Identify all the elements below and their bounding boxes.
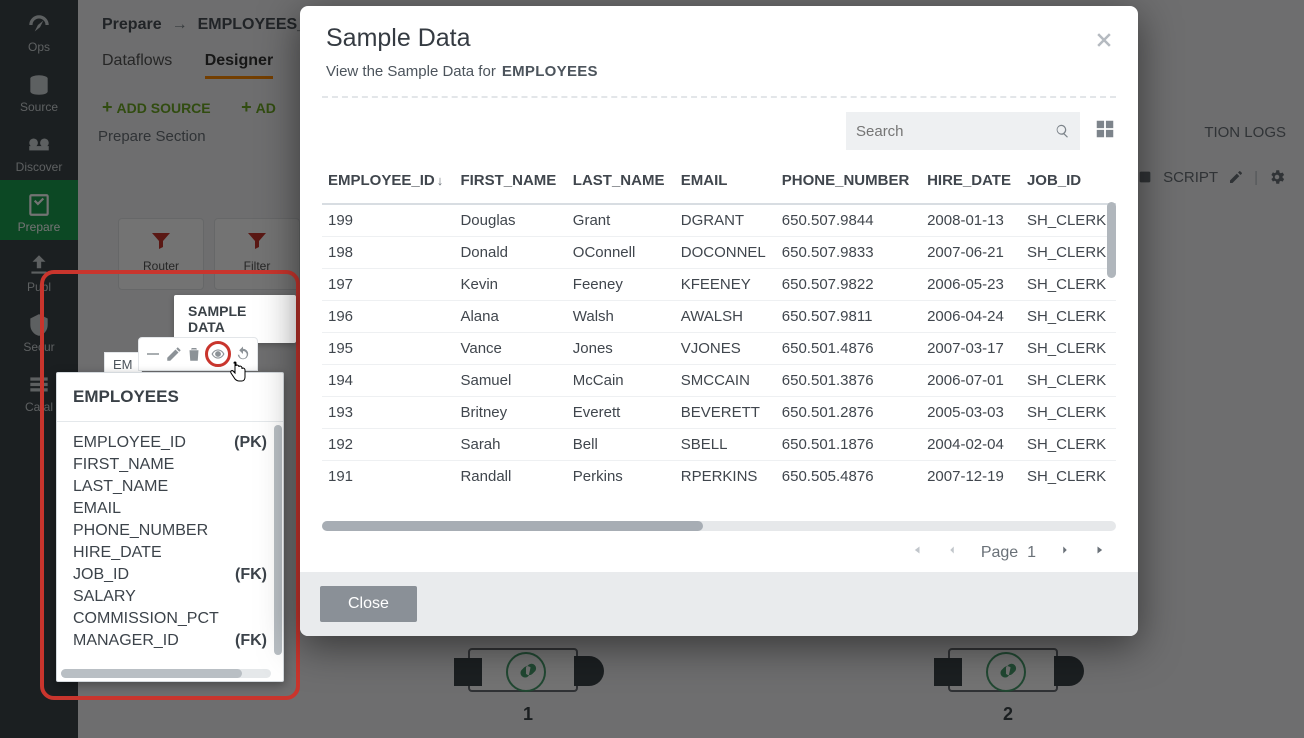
column-row: PHONE_NUMBER bbox=[73, 520, 267, 542]
pager-prev[interactable] bbox=[945, 543, 959, 562]
col-email[interactable]: EMAIL bbox=[675, 162, 776, 204]
column-row: HIRE_DATE bbox=[73, 542, 267, 564]
col-employee_id[interactable]: EMPLOYEE_ID ↓ bbox=[322, 162, 454, 204]
column-row: EMPLOYEE_ID(PK) bbox=[73, 432, 267, 454]
column-row: EMAIL bbox=[73, 498, 267, 520]
pager: Page 1 bbox=[300, 531, 1138, 572]
pencil-icon[interactable] bbox=[165, 345, 183, 363]
gear-icon[interactable] bbox=[1268, 168, 1286, 186]
vertical-scrollbar[interactable] bbox=[274, 425, 282, 655]
modal-title: Sample Data bbox=[326, 24, 1112, 53]
rail-item-ops[interactable]: Ops bbox=[0, 0, 78, 60]
cursor-icon bbox=[226, 359, 250, 385]
col-phone_number[interactable]: PHONE_NUMBER bbox=[776, 162, 921, 204]
column-row: FIRST_NAME bbox=[73, 454, 267, 476]
table-row[interactable]: 195VanceJonesVJONES650.501.48762007-03-1… bbox=[322, 333, 1116, 365]
columns-icon[interactable] bbox=[1094, 118, 1116, 145]
join-node-2[interactable]: 2 bbox=[948, 648, 1068, 712]
table-row[interactable]: 191RandallPerkinsRPERKINS650.505.4876200… bbox=[322, 461, 1116, 493]
horizontal-scrollbar[interactable] bbox=[61, 669, 271, 678]
column-row: MANAGER_ID(FK) bbox=[73, 630, 267, 652]
table-row[interactable]: 197KevinFeeneyKFEENEY650.507.98222006-05… bbox=[322, 269, 1116, 301]
trash-icon[interactable] bbox=[185, 345, 203, 363]
table-row[interactable]: 194SamuelMcCainSMCCAIN650.501.38762006-0… bbox=[322, 365, 1116, 397]
column-row: COMMISSION_PCT bbox=[73, 608, 267, 630]
table-row[interactable]: 193BritneyEverettBEVERETT650.501.2876200… bbox=[322, 397, 1116, 429]
search-input[interactable] bbox=[846, 112, 1080, 150]
logs-link[interactable]: TION LOGS bbox=[1204, 124, 1286, 141]
add-source-button[interactable]: ADD SOURCE bbox=[102, 100, 211, 116]
col-first_name[interactable]: FIRST_NAME bbox=[454, 162, 566, 204]
join-node-1[interactable]: 1 bbox=[468, 648, 588, 712]
table-row[interactable]: 196AlanaWalshAWALSH650.507.98112006-04-2… bbox=[322, 301, 1116, 333]
close-button[interactable]: Close bbox=[320, 586, 417, 622]
drag-icon[interactable] bbox=[144, 345, 162, 363]
pager-next[interactable] bbox=[1058, 543, 1072, 562]
modal-subtitle: View the Sample Data forEMPLOYEES bbox=[300, 59, 1138, 90]
script-link[interactable]: SCRIPT | bbox=[1137, 168, 1286, 186]
sample-data-tooltip: SAMPLE DATA bbox=[174, 295, 296, 343]
tab-dataflows[interactable]: Dataflows bbox=[102, 52, 172, 76]
table-row[interactable]: 192SarahBellSBELL650.501.18762004-02-04S… bbox=[322, 429, 1116, 461]
pencil-icon[interactable] bbox=[1228, 169, 1244, 185]
table-row[interactable]: 198DonaldOConnellDOCONNEL650.507.9833200… bbox=[322, 237, 1116, 269]
pager-first[interactable] bbox=[909, 543, 923, 562]
table-horizontal-scrollbar[interactable] bbox=[322, 521, 1116, 531]
sample-data-modal: Sample Data View the Sample Data forEMPL… bbox=[300, 6, 1138, 636]
modal-close-icon[interactable] bbox=[1086, 22, 1122, 58]
rail-item-source[interactable]: Source bbox=[0, 60, 78, 120]
col-job_id[interactable]: JOB_ID bbox=[1021, 162, 1116, 204]
table-vertical-scrollbar[interactable] bbox=[1107, 202, 1116, 278]
rail-item-discover[interactable]: Discover bbox=[0, 120, 78, 180]
col-hire_date[interactable]: HIRE_DATE bbox=[921, 162, 1021, 204]
add-button-truncated[interactable]: AD bbox=[241, 100, 276, 116]
highlight-callout: SAMPLE DATA EM EMPLOYEES EMPLOYEE_ID(PK)… bbox=[40, 270, 300, 700]
employees-card[interactable]: EMPLOYEES EMPLOYEE_ID(PK)FIRST_NAMELAST_… bbox=[56, 372, 284, 682]
search-icon[interactable] bbox=[1055, 121, 1070, 141]
table-row[interactable]: 199DouglasGrantDGRANT650.507.98442008-01… bbox=[322, 204, 1116, 237]
rail-item-prepare[interactable]: Prepare bbox=[0, 180, 78, 240]
sample-data-table: EMPLOYEE_ID ↓FIRST_NAMELAST_NAMEEMAILPHO… bbox=[322, 162, 1116, 492]
column-row: LAST_NAME bbox=[73, 476, 267, 498]
col-last_name[interactable]: LAST_NAME bbox=[567, 162, 675, 204]
tab-designer[interactable]: Designer bbox=[205, 52, 273, 79]
column-row: JOB_ID(FK) bbox=[73, 564, 267, 586]
pager-last[interactable] bbox=[1094, 543, 1108, 562]
column-row: SALARY bbox=[73, 586, 267, 608]
